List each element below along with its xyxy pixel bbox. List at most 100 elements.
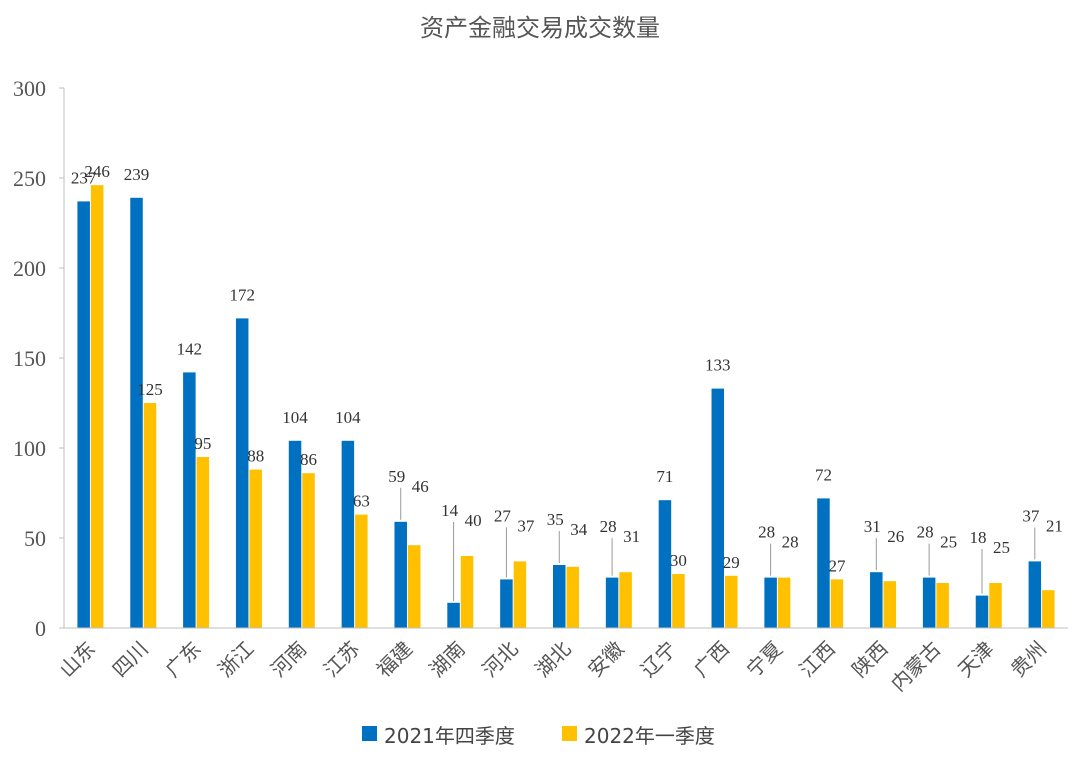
x-category-label: 广西 — [689, 637, 734, 682]
data-label-2022q1: 25 — [993, 538, 1010, 557]
data-label-2022q1: 31 — [623, 527, 640, 546]
x-category-label: 贵州 — [1006, 637, 1051, 682]
y-tick-label: 150 — [13, 346, 46, 371]
x-category-label: 河北 — [477, 637, 522, 682]
bar-2021q4 — [658, 500, 672, 628]
x-category-label: 天津 — [953, 637, 998, 682]
data-label-2021q4: 104 — [335, 408, 361, 427]
data-label-2021q4: 142 — [177, 339, 203, 358]
data-label-2021q4: 172 — [229, 285, 255, 304]
x-category-label: 陕西 — [847, 637, 892, 682]
bar-2021q4 — [341, 440, 355, 628]
data-label-2022q1: 40 — [465, 511, 482, 530]
y-tick-label: 100 — [13, 436, 46, 461]
bar-2021q4 — [447, 602, 460, 628]
data-label-2022q1: 88 — [247, 447, 264, 466]
data-label-2022q1: 21 — [1046, 516, 1063, 535]
y-tick-label: 0 — [35, 616, 46, 641]
data-label-2021q4: 59 — [388, 467, 405, 486]
y-tick-label: 250 — [13, 166, 46, 191]
bar-2021q4 — [605, 577, 619, 628]
bar-2022q1 — [249, 469, 262, 628]
data-label-2021q4: 28 — [758, 523, 775, 542]
bar-2021q4 — [870, 572, 883, 628]
data-label-2022q1: 86 — [300, 450, 317, 469]
bar-2022q1 — [777, 577, 791, 628]
data-label-2021q4: 71 — [656, 467, 673, 486]
x-category-label: 山东 — [55, 637, 100, 682]
data-label-2022q1: 30 — [670, 551, 687, 570]
bar-2021q4 — [183, 372, 196, 628]
x-category-label: 四川 — [108, 637, 153, 682]
leader-lines — [400, 487, 1036, 601]
y-tick-label: 200 — [13, 256, 46, 281]
data-label-2021q4: 18 — [969, 528, 986, 547]
bar-2021q4 — [235, 318, 249, 628]
y-tick-label: 50 — [24, 526, 46, 551]
bar-2022q1 — [407, 545, 421, 628]
data-label-2022q1: 25 — [940, 533, 957, 552]
x-category-label: 河南 — [266, 637, 311, 682]
bar-2021q4 — [817, 498, 830, 628]
x-category-label: 宁夏 — [742, 637, 787, 682]
data-label-2022q1: 37 — [517, 516, 535, 535]
x-category-label: 浙江 — [213, 637, 258, 682]
bar-2021q4 — [1028, 561, 1042, 628]
data-label-2021q4: 37 — [1022, 506, 1040, 525]
legend-label-2022q1: 2022年一季度 — [584, 724, 715, 748]
data-label-2021q4: 72 — [815, 465, 832, 484]
bar-2022q1 — [830, 579, 844, 628]
x-category-label: 湖北 — [530, 637, 575, 682]
data-label-2022q1: 125 — [137, 380, 163, 399]
bar-2021q4 — [922, 577, 936, 628]
bar-2022q1 — [460, 556, 474, 628]
x-category-label: 福建 — [372, 637, 417, 682]
x-category-label: 广东 — [160, 637, 205, 682]
bar-2022q1 — [196, 457, 210, 628]
y-axis: 0 50 100 150 200 250 300 — [13, 76, 65, 641]
data-label-2021q4: 104 — [282, 408, 308, 427]
bar-2021q4 — [711, 388, 725, 628]
bar-2022q1 — [936, 583, 949, 628]
bar-2022q1 — [513, 561, 527, 628]
data-label-2022q1: 63 — [353, 492, 370, 511]
bar-2021q4 — [764, 577, 777, 628]
bar-2021q4 — [288, 440, 302, 628]
data-label-2022q1: 29 — [723, 553, 740, 572]
bar-2022q1 — [1042, 590, 1055, 628]
x-category-label: 湖南 — [425, 637, 470, 682]
data-label-2022q1: 26 — [887, 527, 904, 546]
bar-2021q4 — [553, 565, 566, 628]
bar-2021q4 — [77, 201, 90, 628]
legend-label-2021q4: 2021年四季度 — [384, 724, 515, 748]
legend: 2021年四季度 2022年一季度 — [362, 724, 715, 748]
bar-2022q1 — [90, 185, 104, 628]
bar-2022q1 — [143, 403, 157, 628]
bar-2021q4 — [500, 579, 513, 628]
bar-2021q4 — [394, 521, 407, 628]
data-label-2021q4: 14 — [441, 501, 459, 520]
legend-swatch-2022q1 — [562, 726, 577, 741]
chart-title: 资产金融交易成交数量 — [420, 14, 660, 42]
x-category-label: 内蒙古 — [886, 637, 945, 696]
bar-2022q1 — [989, 583, 1002, 628]
data-label-2021q4: 28 — [600, 517, 617, 536]
bar-2021q4 — [975, 595, 989, 628]
bar-2022q1 — [302, 473, 315, 628]
bar-2022q1 — [355, 514, 368, 628]
data-label-2021q4: 27 — [494, 506, 512, 525]
bar-2021q4 — [130, 197, 143, 629]
bar-2022q1 — [672, 574, 685, 628]
bars — [77, 185, 1055, 629]
x-category-label: 安徽 — [583, 637, 628, 682]
data-label-2021q4: 237 — [71, 168, 97, 187]
y-tick-label: 300 — [13, 76, 46, 101]
legend-swatch-2021q4 — [362, 726, 377, 741]
data-label-2021q4: 31 — [864, 517, 881, 536]
bar-2022q1 — [883, 581, 897, 628]
data-label-2022q1: 34 — [570, 520, 588, 539]
data-label-2022q1: 28 — [782, 533, 799, 552]
